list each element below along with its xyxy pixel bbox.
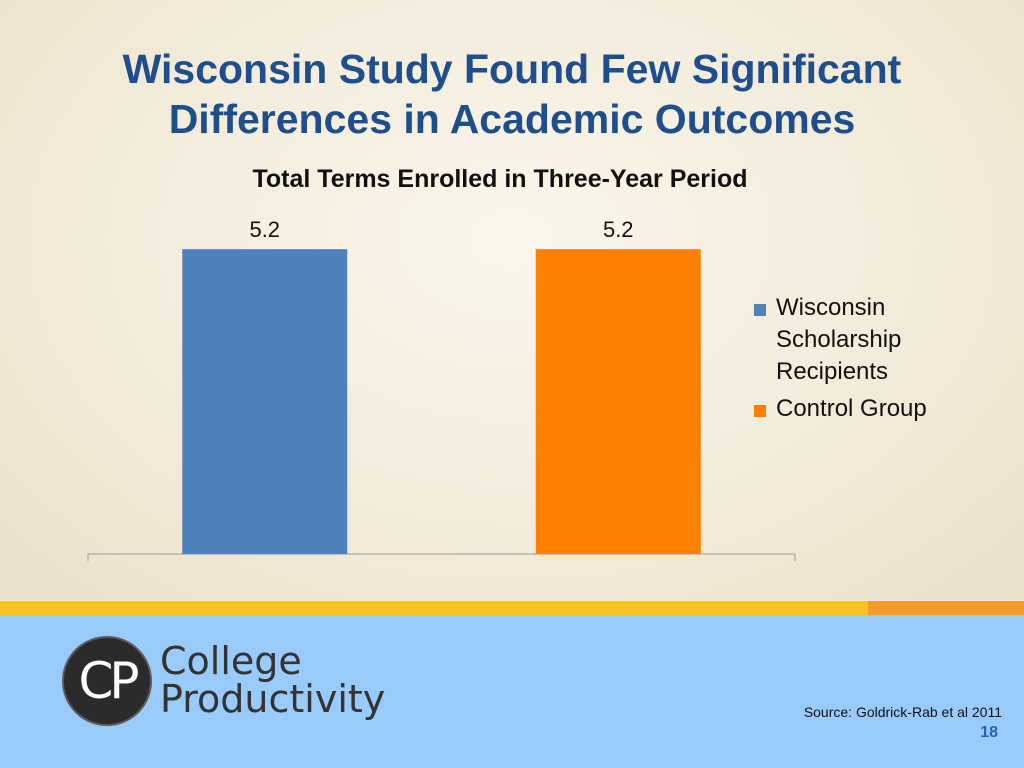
slide-title-line-2: Differences in Academic Outcomes xyxy=(168,96,856,142)
slide-background xyxy=(0,0,1024,600)
legend-label-1: Recipients xyxy=(776,358,888,385)
yellow-divider-stripe xyxy=(0,601,868,615)
slide-title: Wisconsin Study Found Few Significant Di… xyxy=(0,44,1024,144)
page-number: 18 xyxy=(980,724,998,741)
legend-label-1: Scholarship xyxy=(776,326,901,353)
legend-label-1: Wisconsin xyxy=(776,294,885,321)
legend-swatch-2 xyxy=(754,405,766,417)
logo-wordmark: College Productivity xyxy=(160,642,385,718)
slide-title-line-1: Wisconsin Study Found Few Significant xyxy=(122,46,902,92)
bar-chart: 5.2 5.2 Wisconsin Scholarship Recipients Cont… xyxy=(87,217,927,561)
data-label-2: 5.2 xyxy=(603,217,634,242)
cp-logo-icon: CP xyxy=(62,636,152,726)
logo-line-1: College xyxy=(160,639,302,683)
source-citation: Source: Goldrick-Rab et al 2011 xyxy=(803,704,1002,720)
footer-band xyxy=(0,615,1024,768)
legend-label-2: Control Group xyxy=(776,395,927,422)
logo-line-2: Productivity xyxy=(160,677,386,721)
legend-swatch-1 xyxy=(754,304,766,316)
bar-1 xyxy=(182,249,348,554)
data-label-1: 5.2 xyxy=(249,217,280,242)
chart-title: Total Terms Enrolled in Three-Year Perio… xyxy=(252,165,748,193)
orange-divider-stripe xyxy=(868,601,1024,615)
bar-2 xyxy=(535,249,701,554)
